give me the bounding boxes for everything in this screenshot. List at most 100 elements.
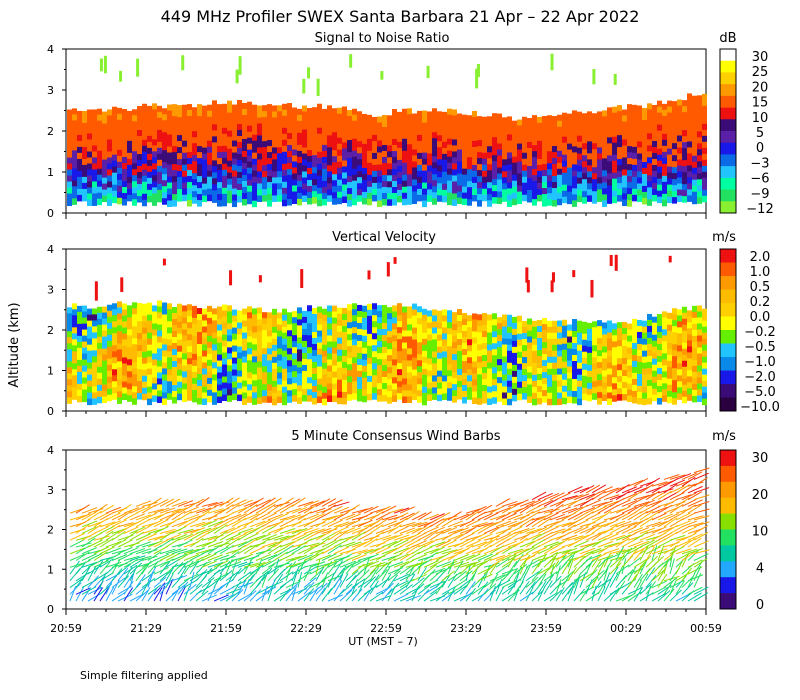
data-cell	[277, 330, 282, 338]
data-cell	[247, 312, 252, 319]
data-cell	[427, 111, 432, 118]
data-cell	[422, 188, 427, 196]
wind-barb	[153, 560, 170, 568]
data-cell	[427, 147, 432, 154]
wind-barb	[189, 547, 206, 555]
data-cell	[602, 340, 607, 347]
data-cell	[97, 360, 102, 368]
data-cell	[357, 141, 362, 148]
data-cell	[602, 182, 607, 189]
data-cell	[407, 108, 412, 115]
data-cell	[372, 152, 377, 160]
data-cell	[637, 177, 642, 184]
data-cell	[497, 197, 502, 205]
data-cell	[342, 130, 347, 137]
data-cell	[482, 397, 487, 404]
data-cell	[577, 117, 582, 125]
colorbar-label: 1.0	[750, 265, 771, 280]
data-cell	[357, 111, 362, 118]
data-cell	[617, 171, 622, 178]
data-cell	[597, 165, 602, 172]
data-cell	[152, 389, 157, 396]
data-cell	[267, 116, 272, 123]
data-cell	[647, 397, 652, 405]
data-cell	[277, 111, 282, 118]
data-cell	[662, 323, 667, 330]
data-cell	[687, 177, 692, 184]
data-cell	[152, 341, 157, 348]
data-cell	[232, 164, 237, 172]
data-cell	[327, 341, 332, 348]
data-cell	[262, 141, 267, 148]
data-cell	[472, 391, 477, 398]
data-cell	[267, 330, 272, 337]
data-cell	[402, 306, 407, 314]
data-cell	[377, 383, 382, 390]
data-cell	[552, 194, 557, 201]
data-cell	[697, 101, 702, 108]
data-cell	[327, 171, 332, 178]
wind-barb	[153, 545, 169, 555]
data-cell	[337, 355, 342, 363]
data-cell	[657, 142, 662, 150]
data-cell	[247, 324, 252, 331]
data-cell	[512, 180, 517, 188]
data-cell	[202, 111, 207, 119]
data-cell	[337, 313, 342, 321]
data-cell	[477, 164, 482, 171]
wind-barb	[285, 498, 301, 507]
data-cell	[227, 323, 232, 330]
data-cell	[677, 129, 682, 137]
data-cell	[692, 305, 697, 313]
data-cell	[277, 378, 282, 386]
data-cell	[257, 147, 262, 154]
data-cell	[297, 397, 302, 404]
data-cell	[267, 170, 272, 177]
data-cell	[642, 197, 647, 205]
data-cell	[137, 136, 142, 143]
data-cell	[337, 391, 342, 399]
data-cell	[627, 104, 632, 111]
data-cell	[112, 184, 117, 192]
data-cell	[452, 181, 457, 188]
data-cell	[137, 112, 142, 119]
wind-barb	[93, 535, 110, 541]
data-cell	[542, 170, 547, 177]
data-cell	[587, 388, 592, 396]
data-cell	[677, 123, 682, 131]
data-cell	[97, 120, 102, 128]
data-cell	[147, 141, 152, 149]
data-cell	[392, 193, 397, 200]
data-cell	[492, 313, 497, 320]
data-cell	[242, 374, 247, 382]
data-cell	[497, 167, 502, 175]
data-cell	[172, 319, 177, 326]
data-cell	[267, 134, 272, 141]
data-cell	[327, 177, 332, 184]
data-cell	[407, 132, 412, 139]
data-cell	[132, 169, 137, 176]
wind-barb	[135, 500, 152, 507]
data-cell	[472, 373, 477, 380]
data-cell	[662, 365, 667, 372]
data-cell	[282, 374, 287, 382]
data-cell	[102, 318, 107, 326]
data-cell	[472, 128, 477, 136]
wind-barb	[165, 510, 180, 521]
wind-barb	[231, 541, 248, 548]
data-cell	[187, 188, 192, 195]
data-cell	[347, 364, 352, 371]
data-cell	[227, 166, 232, 174]
wind-barb	[105, 553, 121, 561]
data-cell	[237, 171, 242, 179]
data-cell	[507, 176, 512, 183]
data-cell	[547, 362, 552, 370]
data-cell	[477, 146, 482, 153]
data-cell	[87, 320, 92, 328]
data-cell	[647, 133, 652, 140]
wind-barb	[273, 525, 289, 534]
wind-barb	[381, 540, 398, 548]
wind-barb	[159, 548, 176, 555]
data-cell	[587, 147, 592, 154]
data-cell	[382, 377, 387, 384]
